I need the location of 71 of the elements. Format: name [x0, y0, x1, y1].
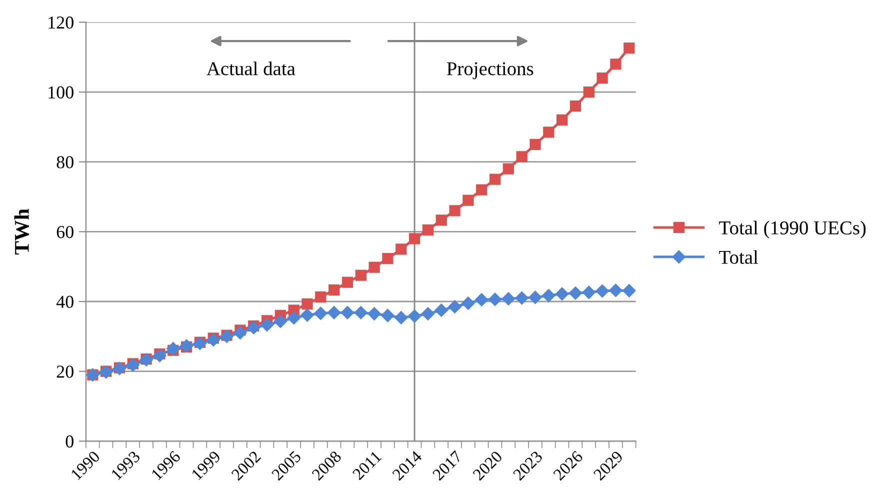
point	[327, 306, 341, 320]
point	[354, 306, 368, 320]
point	[570, 100, 582, 112]
point	[247, 321, 260, 334]
annotation: Actual data	[206, 62, 296, 76]
y-tick-label: 100	[48, 86, 74, 98]
point	[489, 174, 501, 185]
point	[355, 270, 366, 281]
point	[502, 292, 515, 306]
legend-label: Total	[719, 250, 758, 264]
point	[153, 349, 166, 362]
point	[382, 253, 394, 264]
point	[342, 276, 354, 288]
point	[583, 86, 594, 98]
point	[528, 290, 542, 304]
point	[274, 314, 288, 328]
y-tick-label: 20	[56, 366, 74, 378]
legend-label: Total (1990 UECs)	[719, 220, 866, 238]
point	[596, 284, 609, 298]
point	[516, 151, 528, 162]
point	[368, 307, 381, 320]
point	[502, 163, 514, 174]
point	[328, 284, 340, 296]
point	[462, 194, 474, 206]
point	[568, 286, 582, 300]
point	[408, 310, 422, 323]
point	[315, 291, 326, 303]
point	[609, 284, 622, 297]
point	[396, 244, 407, 255]
point	[394, 310, 408, 324]
y-tick-label: 120	[48, 16, 74, 29]
point	[556, 114, 568, 126]
point	[476, 184, 488, 196]
point	[166, 342, 180, 356]
point	[287, 311, 300, 324]
point	[260, 318, 274, 332]
point	[206, 333, 220, 346]
point	[126, 358, 140, 372]
point	[448, 300, 462, 314]
point	[408, 233, 420, 244]
annotation: Projections	[446, 62, 534, 80]
point	[462, 296, 475, 310]
point	[610, 58, 622, 70]
point	[515, 291, 528, 305]
point	[368, 262, 380, 273]
point	[434, 304, 448, 317]
point	[596, 72, 608, 84]
point	[234, 326, 247, 340]
point	[622, 284, 636, 298]
point	[449, 205, 460, 216]
point	[555, 287, 569, 300]
point	[542, 288, 556, 302]
point	[300, 308, 314, 322]
point	[530, 138, 541, 150]
y-tick-label: 60	[56, 226, 74, 238]
y-tick-label: 80	[56, 156, 74, 168]
point	[543, 126, 554, 138]
point	[381, 308, 394, 322]
point	[314, 306, 328, 320]
point	[340, 306, 354, 320]
point	[624, 42, 635, 54]
y-tick-label: 0	[66, 435, 74, 448]
point	[422, 224, 434, 236]
point	[488, 292, 502, 306]
y-tick-label: 40	[56, 296, 74, 308]
point	[436, 214, 447, 226]
point	[582, 286, 596, 300]
point	[302, 298, 313, 310]
y-axis-title: TWh	[14, 208, 30, 255]
point	[421, 307, 435, 320]
point	[475, 293, 488, 306]
